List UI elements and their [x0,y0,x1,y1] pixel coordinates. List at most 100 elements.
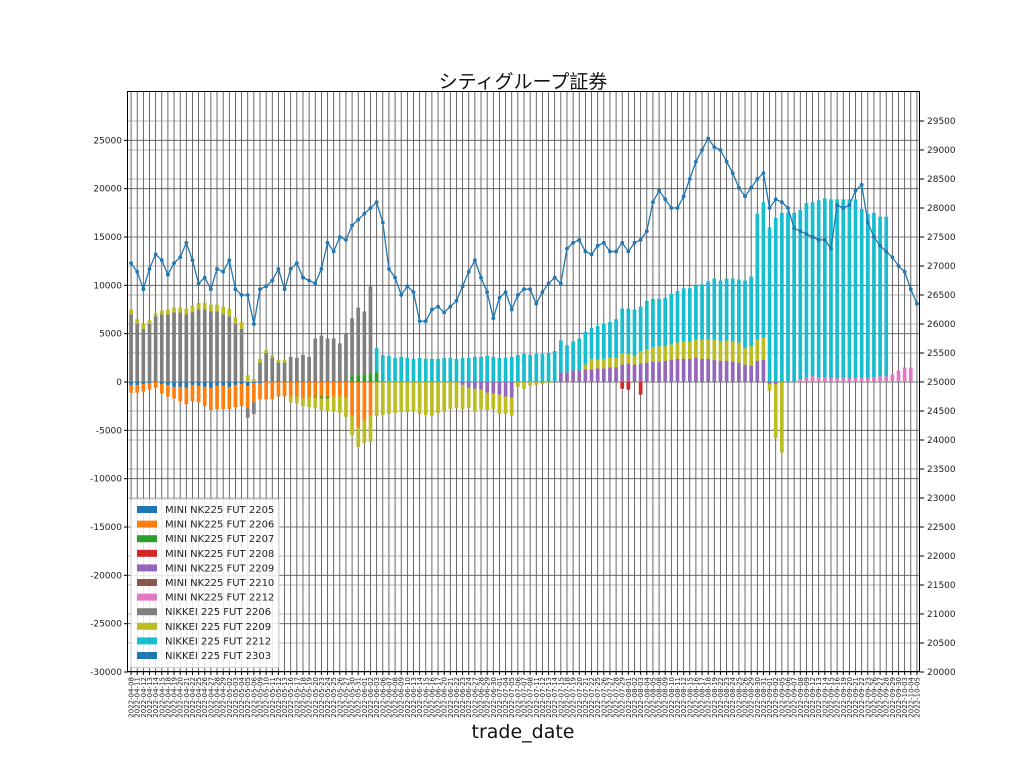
price-point [540,290,545,294]
bar-6 [847,378,852,382]
x-tick-label: 2022-06-15 [422,677,430,718]
price-point [534,301,539,306]
bar-7 [264,353,268,382]
price-point [147,267,152,271]
bar-9 [675,291,680,343]
price-point [196,281,201,286]
bar-8 [657,346,661,362]
bar-8 [516,382,520,387]
price-point [730,171,735,176]
x-tick-label: 2022-05-10 [263,677,271,718]
bar-1 [368,382,373,416]
price-point [878,243,882,248]
bar-2 [325,396,330,399]
bar-8 [712,339,717,360]
bar-9 [405,357,410,382]
price-point [215,267,219,271]
price-point [798,229,803,234]
bar-9 [798,209,803,380]
bar-6 [859,378,864,382]
bar-8 [644,349,649,363]
bar-8 [589,358,594,370]
bar-8 [614,357,618,368]
price-point [208,287,213,292]
price-point [166,272,170,277]
price-point [915,301,919,306]
y2-tick-label: 26000 [927,320,956,330]
bar-8 [282,359,287,363]
bar-9 [565,345,569,373]
bar-8 [356,427,361,447]
y2-tick-label: 25500 [927,349,956,359]
price-point [749,185,754,190]
price-point [565,246,569,251]
x-tick-label: 2022-06-16 [428,676,436,717]
bar-1 [233,384,238,408]
bar-8 [399,382,404,412]
bar-9 [743,280,747,349]
legend-swatch [137,535,157,543]
x-tick-label: 2022-09-14 [821,676,829,717]
bar-3 [626,382,631,390]
bar-4 [473,382,477,389]
x-tick-label: 2022-08-08 [656,677,664,718]
bar-8 [767,383,772,391]
bar-9 [442,357,447,382]
bar-9 [509,356,514,382]
bar-2 [313,396,318,398]
bar-7 [153,316,158,382]
legend-swatch [137,564,157,572]
bar-0 [209,382,213,388]
bar-8 [706,339,711,359]
bar-4 [737,362,741,382]
x-tick-label: 2022-06-14 [416,676,424,717]
price-point [761,171,766,176]
x-tick-label: 2022-08-19 [711,677,719,718]
price-point [620,240,625,245]
bar-8 [485,392,490,411]
y-tick-label: -30000 [90,668,122,678]
legend-label: MINI NK225 FUT 2205 [165,505,274,516]
x-tick-label: 2022-08-23 [723,677,731,718]
price-point [675,206,680,210]
y2-tick-label: 20500 [927,639,956,649]
price-point [515,293,520,297]
y2-tick-label: 29500 [927,117,956,127]
price-point [872,235,876,239]
x-tick-label: 2022-07-25 [594,677,602,718]
bar-1 [202,386,207,407]
price-point [313,281,318,286]
x-tick-label: 2022-09-02 [772,677,780,718]
bar-8 [749,346,754,366]
bar-8 [178,307,183,313]
x-tick-label: 2022-08-25 [735,677,743,718]
price-point [325,240,330,245]
price-point [816,238,821,242]
x-tick-label: 2022-09-06 [785,676,793,717]
bar-6 [835,378,839,382]
price-point [902,269,907,274]
bar-8 [362,420,367,443]
bar-8 [718,341,723,361]
bar-8 [546,382,551,383]
bar-9 [878,216,882,377]
bar-0 [221,382,226,386]
bar-8 [215,304,219,312]
bar-9 [638,306,643,352]
bar-8 [147,320,152,324]
price-point [890,255,895,260]
bar-4 [651,361,655,382]
bar-6 [908,367,913,382]
bar-8 [509,397,514,416]
x-tick-label: 2022-06-08 [392,677,400,718]
x-tick-label: 2022-10-04 [907,676,915,717]
x-tick-label: 2022-05-09 [257,677,265,718]
x-tick-label: 2022-05-26 [336,676,344,717]
y2-tick-label: 21000 [927,610,956,620]
bar-7 [294,357,299,382]
bar-9 [859,208,864,379]
bar-9 [552,351,557,382]
bar-8 [522,382,526,389]
x-tick-label: 2022-04-12 [140,677,148,718]
bar-9 [767,227,772,382]
